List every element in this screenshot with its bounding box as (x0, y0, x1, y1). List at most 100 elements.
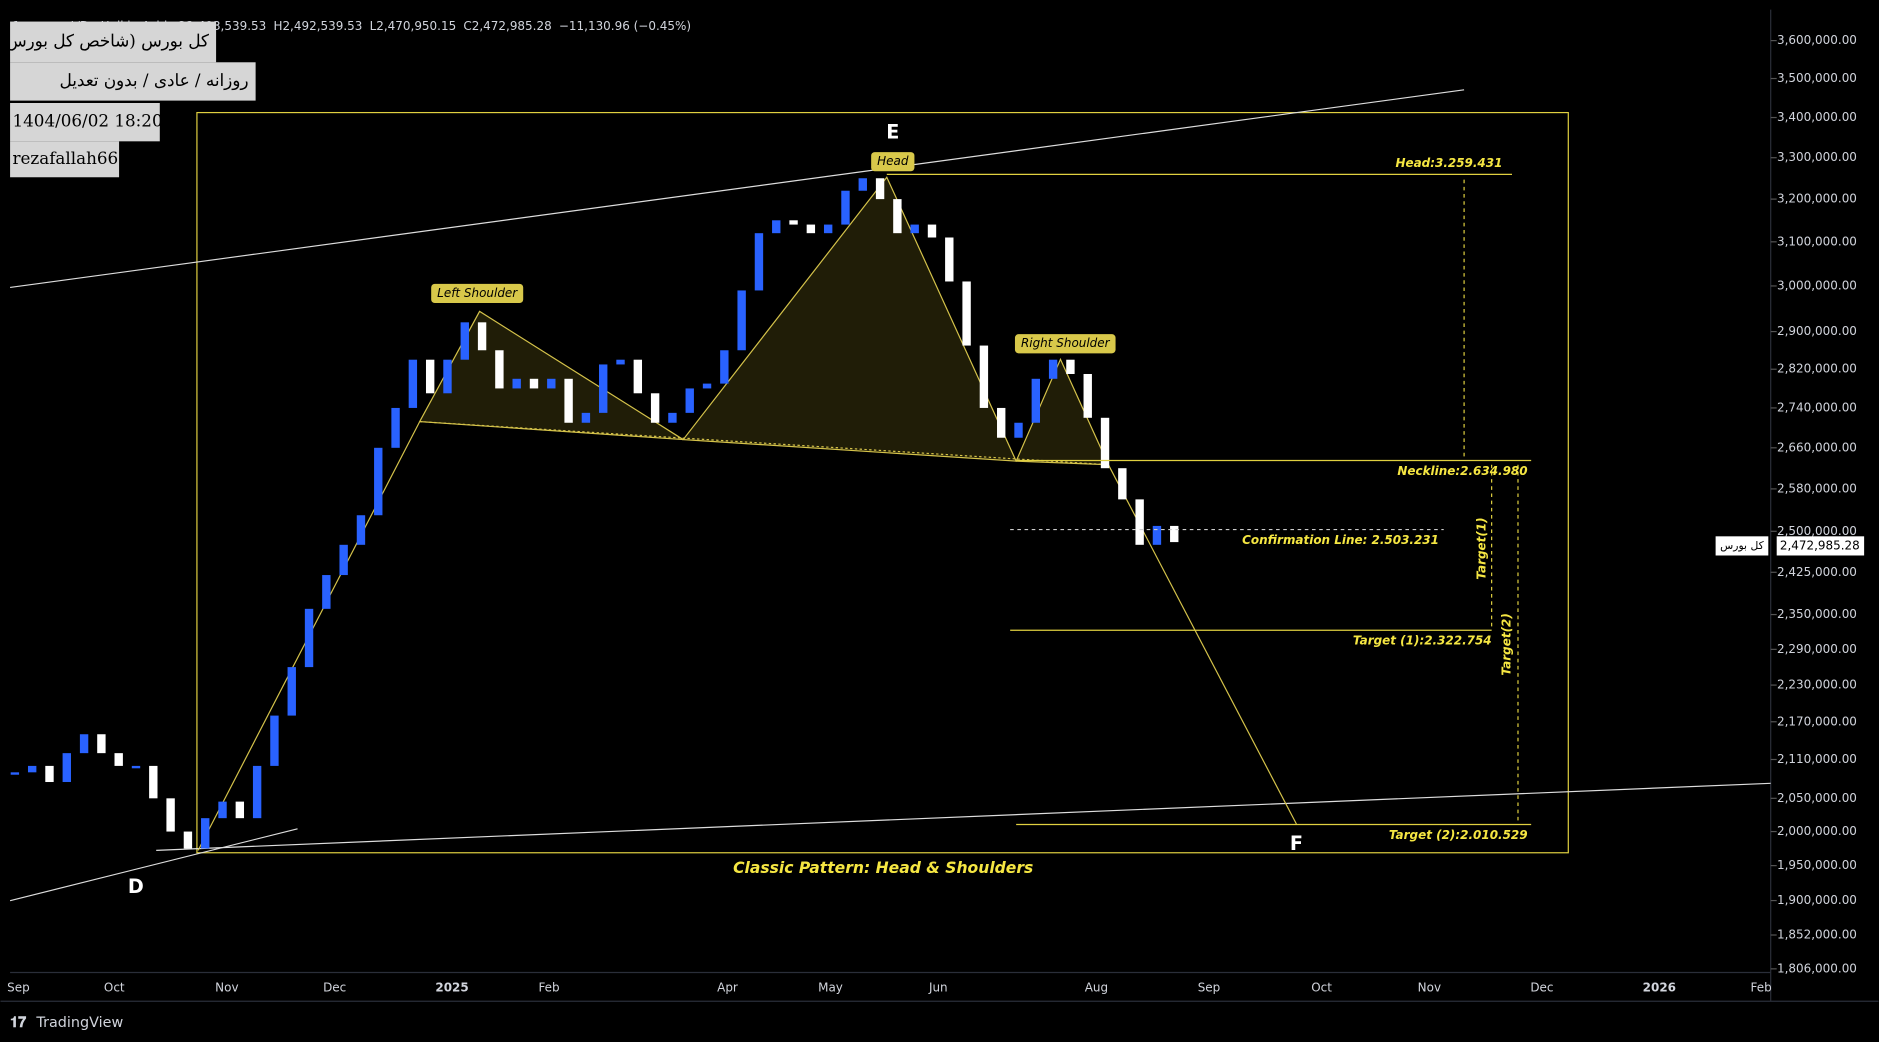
time-tick-label: Sep (7, 981, 30, 995)
time-tick-label: May (818, 981, 843, 995)
target-axis-label: Target(1) (1475, 517, 1489, 579)
pattern-box (196, 111, 1569, 854)
time-tick-label: Oct (1311, 981, 1332, 995)
target-axis-label: Target(2) (1500, 613, 1514, 675)
symbol-tag (1715, 536, 1769, 556)
price-tick-label: 2,350,000.00 (1777, 607, 1857, 621)
candle (391, 407, 400, 448)
candle (979, 345, 989, 408)
candle (356, 515, 366, 545)
candle (945, 237, 954, 282)
candle (512, 378, 521, 389)
candle (183, 831, 193, 849)
tradingview-logo: 𝟏𝟕 TradingView (10, 1015, 123, 1031)
candle (339, 544, 348, 576)
pattern-label: Head (877, 154, 909, 168)
price-tick-label: 2,290,000.00 (1777, 642, 1857, 656)
price-tick-label: 1,950,000.00 (1777, 858, 1857, 872)
time-tick-label: Jun (928, 981, 948, 995)
candle (477, 322, 487, 351)
time-tick-label: Apr (717, 981, 738, 995)
candle (997, 407, 1006, 438)
candle (1135, 499, 1144, 545)
ohlc-value: H2,492,539.53 (273, 19, 362, 33)
level-label: Target (2):2.010.529 (1389, 828, 1528, 842)
ohlc-value: L2,470,950.15 (370, 19, 457, 33)
ohlc-value: −11,130.96 (−0.45%) (559, 19, 691, 33)
time-tick-label: Sep (1198, 981, 1221, 995)
candle (616, 359, 625, 365)
candle (547, 378, 556, 389)
level-label: Confirmation Line: 2.503.231 (1242, 533, 1439, 547)
candle (460, 322, 469, 360)
candle (962, 281, 971, 346)
level-label: Target (1):2.322.754 (1353, 634, 1492, 648)
point-label: F (1290, 832, 1303, 855)
head-area (682, 176, 1018, 462)
candle (270, 715, 279, 766)
point-label: D (128, 875, 144, 898)
candle (201, 818, 210, 849)
price-tag (1776, 536, 1865, 556)
info-text: کل بورس (شاخص کل بورس) (0, 30, 210, 51)
price-tick-label: 3,300,000.00 (1777, 150, 1857, 164)
symbol-tag-text: کل بورس (1720, 539, 1764, 552)
price-tick-label: 2,660,000.00 (1777, 440, 1857, 454)
candle (443, 359, 452, 394)
pattern-label: Left Shoulder (437, 286, 518, 300)
candle (10, 772, 20, 775)
price-tag-text: 2,472,985.28 (1780, 538, 1860, 552)
candle (79, 734, 89, 754)
candle (97, 734, 106, 754)
level-label: Neckline:2.634.980 (1397, 464, 1527, 478)
upper-trendline (10, 89, 1465, 289)
candle (1100, 417, 1110, 469)
candle (1031, 378, 1041, 423)
price-tick-label: 1,852,000.00 (1777, 928, 1857, 942)
candle (495, 350, 504, 389)
info-box (10, 21, 217, 63)
candle (910, 224, 919, 234)
candle (806, 224, 816, 234)
neckline-dotted (419, 420, 1109, 466)
info-text: rezafallah66 (12, 148, 118, 168)
price-tick-label: 1,900,000.00 (1777, 893, 1857, 907)
candle (1170, 525, 1179, 543)
time-tick-label: Feb (538, 981, 559, 995)
candle (564, 378, 573, 423)
candle (1083, 373, 1092, 418)
candle (62, 753, 71, 783)
candle (1152, 525, 1162, 545)
candle (529, 378, 539, 389)
time-tick-label: Dec (1530, 981, 1553, 995)
price-tick-label: 2,900,000.00 (1777, 324, 1857, 338)
candle (1048, 359, 1058, 379)
candle (166, 798, 175, 832)
label-badge (871, 152, 915, 172)
footer-text: TradingView (35, 1015, 123, 1031)
candle (287, 667, 296, 716)
candle (374, 447, 383, 516)
candle (823, 224, 833, 234)
label-badge (431, 283, 524, 304)
price-tick-label: 2,230,000.00 (1777, 678, 1857, 692)
candle (581, 412, 591, 423)
candle (1014, 422, 1023, 438)
candle (650, 393, 660, 423)
info-text: 1404/06/02 18:20 (12, 111, 162, 131)
time-tick-label: Nov (215, 981, 238, 995)
candle (737, 290, 746, 351)
price-tick-label: 2,820,000.00 (1777, 362, 1857, 376)
pattern-label: Right Shoulder (1021, 336, 1111, 350)
candle (425, 359, 435, 394)
info-box (10, 103, 160, 142)
candle (685, 388, 694, 413)
pattern-title: Classic Pattern: Head & Shoulders (733, 859, 1033, 877)
time-tick-label: 2025 (435, 981, 468, 995)
info-box (10, 62, 256, 101)
price-tick-label: 3,000,000.00 (1777, 278, 1857, 292)
price-tick-label: 2,050,000.00 (1777, 791, 1857, 805)
candle (893, 199, 902, 234)
